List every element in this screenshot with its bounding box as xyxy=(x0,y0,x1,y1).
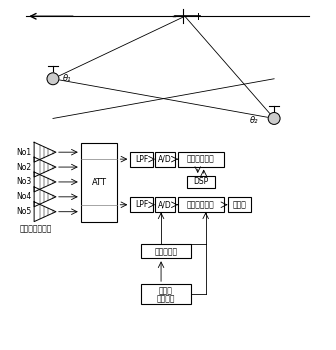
Bar xyxy=(130,197,153,212)
Polygon shape xyxy=(34,142,56,162)
Bar xyxy=(155,197,175,212)
Polygon shape xyxy=(34,172,56,192)
Bar xyxy=(227,197,251,212)
Text: No4: No4 xyxy=(16,193,31,201)
Bar xyxy=(141,244,191,258)
Text: 気象測定器: 気象測定器 xyxy=(155,247,178,256)
Text: A/D: A/D xyxy=(158,155,172,164)
Text: 航空機: 航空機 xyxy=(159,287,173,295)
Text: コンピュータ: コンピュータ xyxy=(187,200,215,209)
Bar xyxy=(141,284,191,304)
Text: LPF: LPF xyxy=(135,200,149,209)
Text: マイクロフォン: マイクロフォン xyxy=(19,225,52,233)
Bar xyxy=(178,197,223,212)
Circle shape xyxy=(47,73,59,85)
Text: モデム: モデム xyxy=(233,200,246,209)
Text: θ₁: θ₁ xyxy=(62,74,71,83)
Text: DSP: DSP xyxy=(193,177,208,187)
Text: コンピュータ: コンピュータ xyxy=(187,155,215,164)
Text: θ₂: θ₂ xyxy=(250,116,258,125)
Text: A/D: A/D xyxy=(158,200,172,209)
Circle shape xyxy=(268,112,280,124)
Text: ATT: ATT xyxy=(92,178,107,187)
Bar xyxy=(187,176,215,188)
Text: No2: No2 xyxy=(16,162,31,172)
Bar xyxy=(81,143,117,222)
Text: No1: No1 xyxy=(16,148,31,157)
Text: No5: No5 xyxy=(16,207,31,216)
Text: No3: No3 xyxy=(16,177,31,187)
Bar xyxy=(130,152,153,167)
Polygon shape xyxy=(34,187,56,207)
Text: LPF: LPF xyxy=(135,155,149,164)
Bar xyxy=(155,152,175,167)
Bar xyxy=(178,152,223,167)
Text: 識別装置: 識別装置 xyxy=(157,294,175,303)
Polygon shape xyxy=(34,157,56,177)
Polygon shape xyxy=(34,202,56,222)
